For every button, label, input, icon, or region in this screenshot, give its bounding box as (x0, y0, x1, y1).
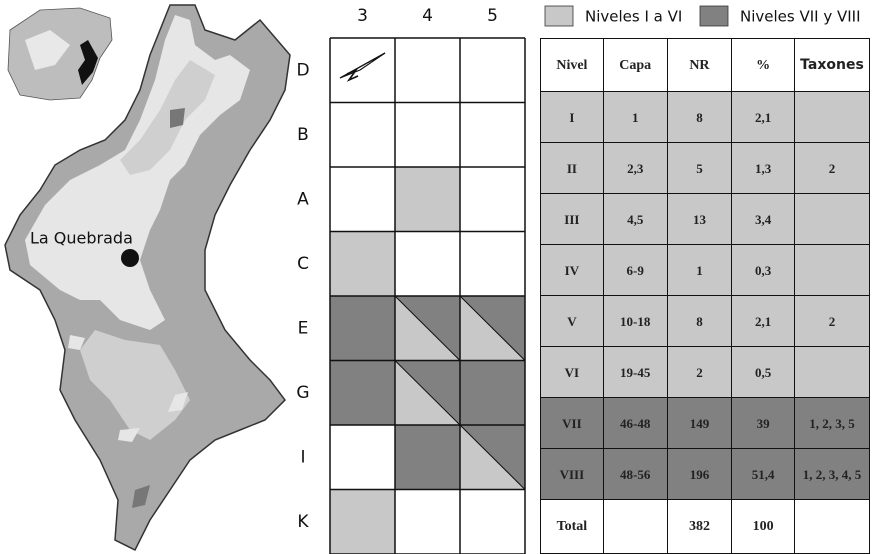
table-cell: 5 (667, 143, 732, 194)
table-cell: 3,4 (732, 194, 795, 245)
table-cell: Capa (603, 39, 667, 92)
table-cell: 8 (667, 296, 732, 347)
legend-label: Niveles VII y VIII (740, 8, 861, 26)
table-cell: 48-56 (603, 449, 667, 500)
table-cell: 1, 2, 3, 4, 5 (795, 449, 870, 500)
table-cell: 1, 2, 3, 5 (795, 398, 870, 449)
table-cell: 2 (795, 143, 870, 194)
table-cell (795, 194, 870, 245)
row-label: G (296, 383, 309, 403)
row-label: E (298, 318, 309, 338)
row-label: K (297, 512, 309, 532)
table-cell: I (541, 92, 604, 143)
table-cell: 1 (667, 245, 732, 296)
table-cell: NR (667, 39, 732, 92)
table-cell: 2 (667, 347, 732, 398)
inset-map (8, 8, 112, 100)
table-cell: 51,4 (732, 449, 795, 500)
grid-cell (330, 490, 395, 554)
table-cell (795, 347, 870, 398)
row-label: D (296, 60, 309, 80)
legend-swatch (700, 6, 728, 26)
row-label: C (297, 254, 309, 274)
table-cell: Nivel (541, 39, 604, 92)
table-cell: VI (541, 347, 604, 398)
table-cell (795, 500, 870, 554)
table-cell: 1,3 (732, 143, 795, 194)
grid-cell (330, 296, 395, 361)
compass (340, 53, 385, 80)
table-cell: 46-48 (603, 398, 667, 449)
grid-cell (395, 167, 460, 232)
table-cell: III (541, 194, 604, 245)
table-cell: 13 (667, 194, 732, 245)
table-cell: 10-18 (603, 296, 667, 347)
table-cell: 6-9 (603, 245, 667, 296)
table-cell: 4,5 (603, 194, 667, 245)
site-label: La Quebrada (30, 229, 133, 248)
column-label: 5 (487, 6, 498, 26)
table-cell: 149 (667, 398, 732, 449)
table-cell (795, 92, 870, 143)
table-cell: VIII (541, 449, 604, 500)
table-cell: VII (541, 398, 604, 449)
table-cell: 2,3 (603, 143, 667, 194)
table-cell: 2,1 (732, 296, 795, 347)
table-cell: IV (541, 245, 604, 296)
grid-cell (330, 361, 395, 426)
grid-cell (330, 232, 395, 297)
site-marker (121, 249, 139, 267)
row-label: I (300, 447, 305, 467)
table-cell: 196 (667, 449, 732, 500)
row-label: A (297, 189, 309, 209)
table-cell: 100 (732, 500, 795, 554)
table-cell: Total (541, 500, 604, 554)
table-cell: 8 (667, 92, 732, 143)
table-cell: 382 (667, 500, 732, 554)
table-cell: 0,3 (732, 245, 795, 296)
column-label: 3 (357, 6, 368, 26)
table-cell: 39 (732, 398, 795, 449)
table-cell: 0,5 (732, 347, 795, 398)
table-cell: 19-45 (603, 347, 667, 398)
legend-label: Niveles I a VI (585, 8, 682, 26)
grid-cell (460, 361, 525, 426)
column-label: 4 (422, 6, 433, 26)
table-cell: Taxones (795, 39, 870, 92)
table-cell: 1 (603, 92, 667, 143)
figure: La Quebrada D B A C E G I K 3 4 5 Niveles I a VI Niv… (0, 0, 875, 554)
table-cell (795, 245, 870, 296)
row-label: B (297, 125, 309, 145)
table-cell: V (541, 296, 604, 347)
table-cell: II (541, 143, 604, 194)
table-cell (603, 500, 667, 554)
grid-cell (395, 425, 460, 490)
table-cell: 2 (795, 296, 870, 347)
legend-swatch (545, 6, 573, 26)
table-cell: 2,1 (732, 92, 795, 143)
table-cell: % (732, 39, 795, 92)
